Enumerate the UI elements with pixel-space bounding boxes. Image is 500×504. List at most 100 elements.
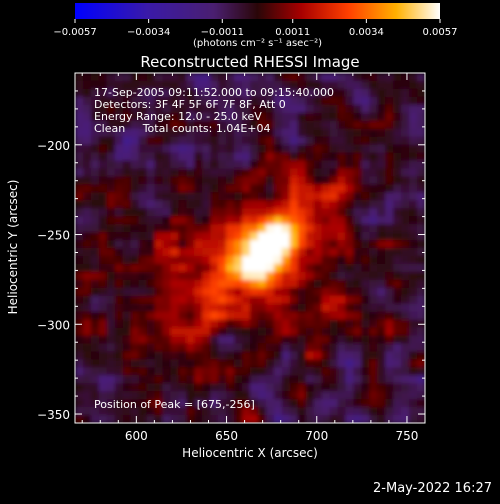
heatmap-cell [138, 240, 148, 249]
heatmap-cell [242, 399, 251, 408]
heatmap-cell [281, 80, 291, 90]
heatmap-cell [265, 295, 275, 305]
heatmap-cell [265, 319, 275, 329]
heatmap-cell [170, 295, 179, 305]
heatmap-cell [321, 240, 331, 249]
heatmap-cell [90, 391, 100, 400]
heatmap-cell [226, 375, 235, 384]
heatmap-cell [122, 255, 132, 265]
heatmap-cell [401, 359, 410, 368]
heatmap-cell [98, 104, 108, 114]
heatmap-cell [186, 200, 195, 209]
heatmap-cell [369, 104, 378, 114]
heatmap-cell [234, 192, 243, 201]
heatmap-cell [146, 112, 156, 122]
heatmap-cell [154, 303, 164, 313]
heatmap-cell [305, 271, 315, 281]
heatmap-cell [257, 200, 267, 209]
heatmap-cell [353, 327, 362, 337]
heatmap-cell [75, 184, 84, 193]
heatmap-cell [82, 287, 92, 297]
heatmap-cell [122, 399, 132, 408]
heatmap-cell [226, 303, 235, 313]
heatmap-cell [194, 335, 203, 345]
heatmap-cell [289, 112, 299, 122]
heatmap-cell [281, 168, 291, 177]
annotation-detectors: Detectors: 3F 4F 5F 6F 7F 8F, Att 0 [94, 98, 286, 111]
heatmap-cell [337, 73, 347, 82]
heatmap-cell [273, 255, 283, 265]
heatmap-cell [146, 367, 156, 376]
heatmap-cell [257, 319, 267, 329]
heatmap-cell [242, 184, 251, 193]
heatmap-cell [138, 295, 148, 305]
heatmap-cell [345, 160, 354, 170]
heatmap-cell [417, 407, 425, 416]
heatmap-cell [154, 160, 164, 170]
heatmap-cell [250, 383, 259, 392]
heatmap-cell [281, 415, 291, 423]
heatmap-cell [345, 128, 354, 138]
heatmap-cell [202, 96, 211, 106]
heatmap-cell [202, 168, 211, 177]
heatmap-cell [369, 335, 378, 345]
heatmap-cell [361, 184, 370, 193]
heatmap-cell [170, 311, 179, 321]
heatmap-cell [234, 216, 243, 225]
heatmap-cell [401, 255, 410, 265]
heatmap-cell [329, 327, 339, 337]
heatmap-cell [242, 319, 251, 329]
heatmap-cell [122, 232, 132, 241]
heatmap-cell [186, 319, 195, 329]
heatmap-cell [234, 359, 243, 368]
heatmap-cell [122, 104, 132, 114]
heatmap-cell [202, 216, 211, 225]
heatmap-cell [202, 88, 211, 98]
heatmap-cell [329, 343, 339, 352]
heatmap-cell [361, 224, 370, 233]
heatmap-cell [194, 391, 203, 400]
heatmap-cell [98, 263, 108, 273]
heatmap-cell [289, 160, 299, 170]
heatmap-cell [401, 271, 410, 281]
heatmap-cell [138, 200, 148, 209]
heatmap-cell [273, 351, 283, 360]
heatmap-cell [210, 359, 219, 368]
heatmap-cell [353, 232, 362, 241]
heatmap-cell [75, 263, 84, 273]
heatmap-cell [130, 192, 140, 201]
heatmap-cell [146, 255, 156, 265]
heatmap-cell [114, 88, 124, 98]
heatmap-cell [305, 216, 315, 225]
heatmap-cell [353, 343, 362, 352]
heatmap-cell [210, 136, 219, 146]
heatmap-cell [257, 311, 267, 321]
heatmap-cell [130, 367, 140, 376]
heatmap-cell [289, 271, 299, 281]
heatmap-cell [114, 80, 124, 90]
heatmap-cell [289, 263, 299, 273]
heatmap-cell [234, 73, 243, 82]
heatmap-cell [242, 88, 251, 98]
heatmap-cell [178, 136, 187, 146]
heatmap-cell [210, 144, 219, 154]
heatmap-cell [106, 415, 116, 423]
heatmap-cell [417, 144, 425, 154]
heatmap-cell [337, 192, 347, 201]
heatmap-cell [162, 152, 172, 162]
heatmap-cell [273, 240, 283, 249]
heatmap-cell [234, 176, 243, 185]
heatmap-cell [361, 311, 370, 321]
heatmap-cell [257, 359, 267, 368]
heatmap-cell [242, 112, 251, 122]
heatmap-cell [146, 343, 156, 352]
heatmap-cell [170, 80, 179, 90]
heatmap-cell [98, 88, 108, 98]
heatmap-cell [82, 255, 92, 265]
heatmap-cell [162, 192, 172, 201]
heatmap-cell [257, 136, 267, 146]
heatmap-cell [369, 319, 378, 329]
heatmap-cell [186, 168, 195, 177]
heatmap-cell [130, 399, 140, 408]
heatmap-cell [154, 407, 164, 416]
